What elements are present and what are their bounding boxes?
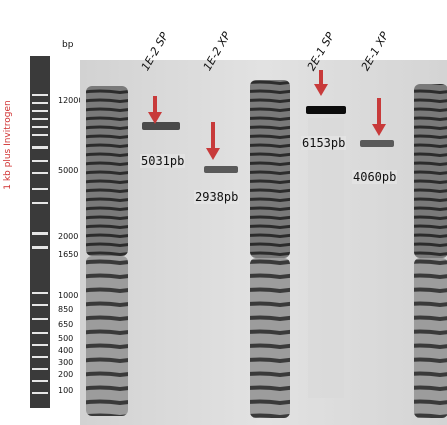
band-size-label: 5031pb: [140, 154, 186, 168]
marker-2000: 2000: [58, 232, 79, 241]
band-size-label: 4060pb: [352, 170, 398, 184]
gel-image: [80, 60, 447, 425]
ladder-name-label: 1 kb plus Invitrogen: [3, 100, 13, 190]
bp-unit-label: bp: [62, 40, 74, 50]
marker-400: 400: [58, 346, 74, 355]
arrow-icon: [148, 96, 162, 124]
ladder-strip: [30, 56, 50, 408]
marker-5000: 5000: [58, 166, 79, 175]
arrow-icon: [372, 98, 386, 136]
marker-300: 300: [58, 358, 74, 367]
marker-200: 200: [58, 370, 74, 379]
marker-12000: 12000: [58, 96, 84, 105]
arrow-icon: [206, 122, 220, 160]
marker-1000: 1000: [58, 291, 79, 300]
marker-650: 650: [58, 320, 74, 329]
band-size-label: 2938pb: [194, 190, 240, 204]
marker-100: 100: [58, 386, 74, 395]
arrow-icon: [314, 70, 328, 96]
marker-850: 850: [58, 305, 74, 314]
marker-1650: 1650: [58, 250, 79, 259]
band-size-label: 6153pb: [301, 136, 347, 150]
marker-500: 500: [58, 334, 74, 343]
